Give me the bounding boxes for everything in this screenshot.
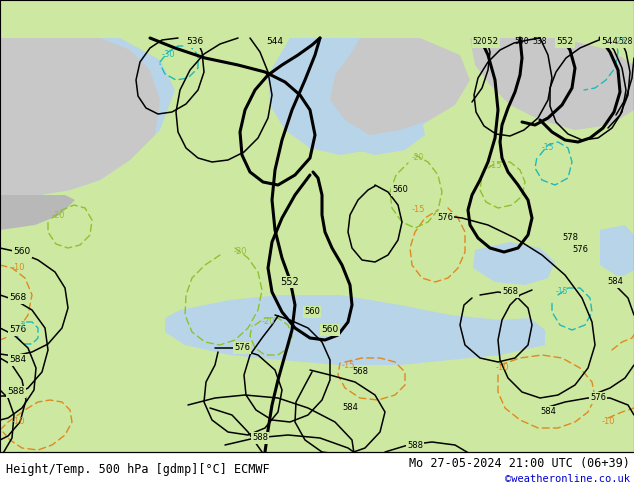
Text: -15: -15 bbox=[341, 361, 355, 369]
Text: 560: 560 bbox=[13, 247, 30, 256]
Text: 576: 576 bbox=[234, 343, 250, 352]
Text: Height/Temp. 500 hPa [gdmp][°C] ECMWF: Height/Temp. 500 hPa [gdmp][°C] ECMWF bbox=[6, 464, 269, 476]
Polygon shape bbox=[470, 38, 634, 130]
Text: 588: 588 bbox=[407, 441, 423, 449]
Text: 520: 520 bbox=[473, 38, 488, 47]
Text: -10: -10 bbox=[11, 264, 25, 272]
Text: -30: -30 bbox=[161, 50, 175, 59]
Text: 544: 544 bbox=[602, 38, 619, 47]
Text: 576: 576 bbox=[10, 325, 27, 335]
Polygon shape bbox=[0, 38, 175, 195]
Text: 584: 584 bbox=[540, 408, 556, 416]
Text: Mo 27-05-2024 21:00 UTC (06+39): Mo 27-05-2024 21:00 UTC (06+39) bbox=[409, 457, 630, 469]
Text: 576: 576 bbox=[572, 245, 588, 254]
Text: -20: -20 bbox=[233, 247, 247, 256]
Text: -15: -15 bbox=[542, 144, 554, 152]
Polygon shape bbox=[330, 38, 470, 135]
Polygon shape bbox=[268, 38, 440, 155]
Text: 588: 588 bbox=[252, 434, 268, 442]
Text: 552: 552 bbox=[557, 38, 574, 47]
Text: -25: -25 bbox=[613, 38, 627, 47]
Text: 560: 560 bbox=[392, 186, 408, 195]
Text: 538: 538 bbox=[533, 38, 547, 47]
Bar bbox=[0, 452, 634, 490]
Text: 576: 576 bbox=[437, 214, 453, 222]
Text: -15: -15 bbox=[488, 161, 501, 170]
Text: 568: 568 bbox=[352, 368, 368, 376]
Text: 560: 560 bbox=[304, 308, 320, 317]
Text: 568: 568 bbox=[10, 294, 27, 302]
Text: 552: 552 bbox=[281, 277, 299, 287]
Text: -15: -15 bbox=[556, 288, 568, 296]
Text: -10: -10 bbox=[48, 458, 61, 466]
Text: 584: 584 bbox=[342, 403, 358, 413]
Text: 568: 568 bbox=[502, 288, 518, 296]
Polygon shape bbox=[600, 225, 634, 278]
Text: -10: -10 bbox=[3, 475, 16, 485]
Text: 584: 584 bbox=[10, 356, 27, 365]
Text: 530: 530 bbox=[515, 38, 529, 47]
Polygon shape bbox=[0, 38, 160, 195]
Text: -20: -20 bbox=[412, 153, 424, 163]
Text: -10: -10 bbox=[495, 364, 508, 372]
Text: -2: -2 bbox=[18, 320, 26, 329]
Text: -15: -15 bbox=[411, 205, 425, 215]
Text: 560: 560 bbox=[321, 325, 339, 335]
Text: -20: -20 bbox=[261, 318, 275, 326]
Text: 584: 584 bbox=[607, 277, 623, 287]
Text: 536: 536 bbox=[186, 38, 204, 47]
Text: 578: 578 bbox=[562, 234, 578, 243]
Text: 592: 592 bbox=[272, 464, 288, 472]
Text: 576: 576 bbox=[590, 393, 606, 402]
Text: 536: 536 bbox=[619, 38, 634, 47]
Text: -20: -20 bbox=[51, 211, 65, 220]
Text: -10: -10 bbox=[601, 417, 615, 426]
Text: 552: 552 bbox=[481, 38, 498, 47]
Text: -10: -10 bbox=[11, 417, 25, 426]
Text: 588: 588 bbox=[8, 388, 25, 396]
Text: 544: 544 bbox=[266, 38, 283, 47]
Polygon shape bbox=[473, 242, 555, 285]
Polygon shape bbox=[0, 195, 75, 230]
Polygon shape bbox=[165, 295, 545, 365]
Polygon shape bbox=[330, 95, 425, 155]
Text: 528: 528 bbox=[619, 38, 633, 47]
Text: ©weatheronline.co.uk: ©weatheronline.co.uk bbox=[505, 474, 630, 484]
